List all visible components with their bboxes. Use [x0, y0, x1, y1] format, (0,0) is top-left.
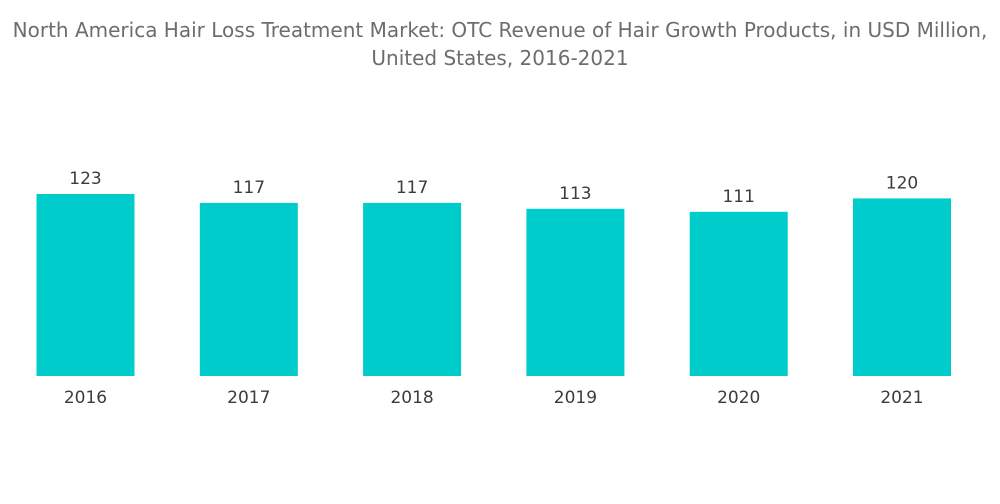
data-label-2017: 117 — [233, 178, 265, 198]
bar-2017 — [199, 202, 298, 376]
x-tick-label-2018: 2018 — [390, 388, 433, 408]
bar-2020 — [689, 211, 788, 376]
bars-group — [36, 194, 951, 376]
x-tick-label-2016: 2016 — [64, 388, 107, 408]
value-labels-group: 123 117 117 113 111 120 — [69, 169, 918, 207]
x-tick-label-2020: 2020 — [717, 388, 760, 408]
bar-2021 — [853, 198, 951, 376]
chart-title: North America Hair Loss Treatment Market… — [12, 18, 988, 70]
data-label-2018: 117 — [396, 178, 428, 198]
bar-2018 — [363, 202, 462, 376]
x-tick-label-2017: 2017 — [227, 388, 270, 408]
data-label-2019: 113 — [559, 184, 591, 204]
data-label-2016: 123 — [69, 169, 101, 189]
data-label-2020: 111 — [722, 187, 754, 207]
x-axis-tick-labels: 2016 2017 2018 2019 2020 2021 — [64, 388, 924, 408]
bar-2019 — [526, 208, 625, 376]
x-tick-label-2019: 2019 — [554, 388, 597, 408]
x-tick-label-2021: 2021 — [880, 388, 923, 408]
bar-2016 — [36, 194, 135, 376]
data-label-2021: 120 — [886, 173, 918, 193]
